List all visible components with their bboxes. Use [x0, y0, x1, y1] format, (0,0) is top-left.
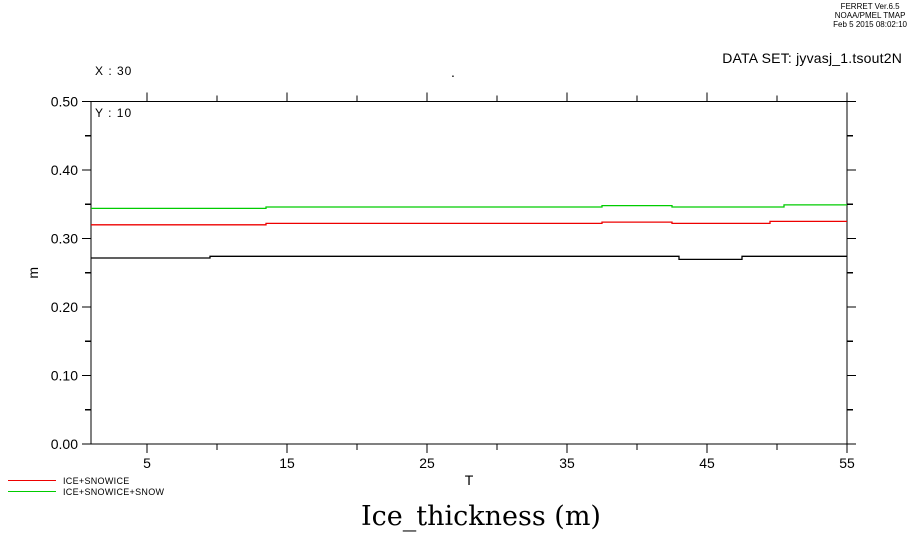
y-tick-label: 0.30	[51, 231, 78, 247]
x-tick-label: 55	[839, 455, 855, 471]
y-tick-label: 0.40	[51, 162, 78, 178]
axis-ticks	[82, 92, 856, 453]
y-tick-label: 0.50	[51, 94, 78, 110]
legend-item: ICE+SNOWICE	[8, 475, 164, 486]
x-tick-label: 45	[699, 455, 715, 471]
y-tick-label: 0.10	[51, 368, 78, 384]
legend-line-green	[8, 491, 56, 492]
legend-item: ICE+SNOWICE+SNOW	[8, 486, 164, 497]
ferret-organization: NOAA/PMEL TMAP	[834, 11, 906, 20]
ferret-version: FERRET Ver.6.5	[840, 2, 900, 11]
x-axis-label: T	[465, 472, 474, 488]
axis-tick-labels: 5 15 25 35 45 55 0.00 0.10 0.20 0.30 0.40 0.50	[51, 94, 855, 472]
legend-label: ICE+SNOWICE	[63, 475, 130, 486]
y-tick-label: 0.20	[51, 299, 78, 315]
legend: ICE+SNOWICE ICE+SNOWICE+SNOW	[8, 475, 164, 497]
ferret-timestamp: Feb 5 2015 08:02:10	[833, 20, 907, 29]
x-tick-label: 15	[279, 455, 295, 471]
series-line-ICE+SNOWICE+SNOW	[91, 204, 847, 210]
x-tick-label: 25	[419, 455, 435, 471]
legend-label: ICE+SNOWICE+SNOW	[63, 486, 165, 497]
x-slice-label: X : 30	[95, 64, 133, 78]
chart-title: Ice_thickness (m)	[361, 501, 601, 532]
y-slice-label: Y : 10	[95, 106, 133, 120]
x-tick-label: 35	[559, 455, 575, 471]
dataset-label: DATA SET: jyvasj_1.tsout2N	[722, 50, 902, 66]
series-line-unlabeled	[91, 255, 847, 261]
slice-readout: X : 30 Y : 10	[95, 36, 132, 148]
legend-line-red	[8, 480, 56, 481]
y-axis-label: m	[25, 267, 41, 279]
series-line-ICE+SNOWICE	[91, 220, 847, 226]
stray-dot: .	[451, 64, 455, 80]
ferret-header-block: FERRET Ver.6.5 NOAA/PMEL TMAP Feb 5 2015…	[833, 2, 907, 29]
y-tick-label: 0.00	[51, 436, 78, 452]
plot-frame	[90, 100, 848, 445]
x-tick-label: 5	[143, 455, 151, 471]
